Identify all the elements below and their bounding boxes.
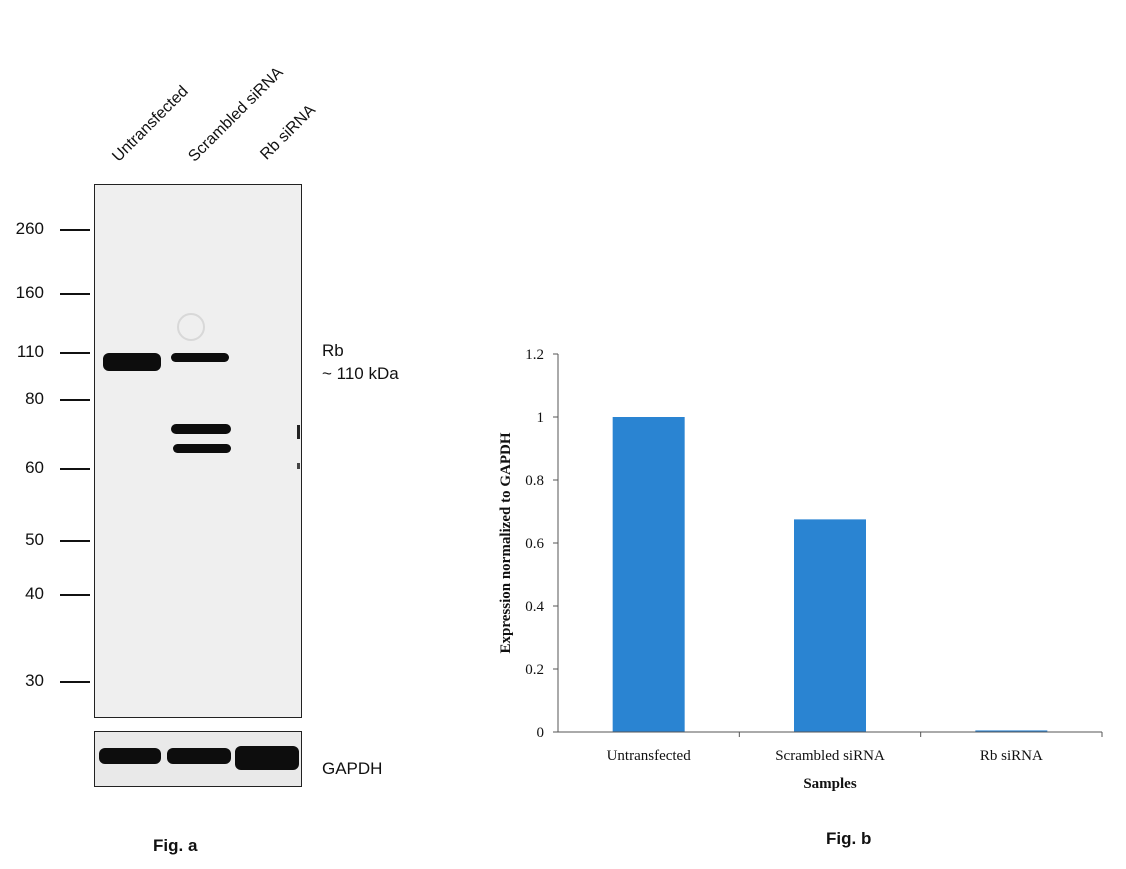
mw-marker-label: 40 — [25, 584, 44, 603]
mw-marker: 30 — [0, 671, 92, 691]
mw-marker: 260 — [0, 219, 92, 239]
rb-blot-image — [94, 184, 302, 718]
bar-untransfected — [612, 417, 685, 732]
fig-b-caption: Fig. b — [826, 829, 872, 848]
y-tick-label: 1 — [537, 410, 545, 426]
bar-rb-sirna — [975, 730, 1048, 732]
x-category-label: Untransfected — [607, 748, 692, 764]
blot-artifact-ring — [177, 313, 205, 341]
y-tick-label: 0.6 — [525, 536, 544, 552]
x-category-label: Scrambled siRNA — [775, 748, 885, 764]
mw-marker: 50 — [0, 530, 92, 550]
blot-edge-mark — [297, 425, 300, 439]
x-axis-ticks: Untransfected Scrambled siRNA Rb siRNA — [607, 732, 1103, 764]
y-tick-label: 0.8 — [525, 473, 544, 489]
mw-marker-tick — [60, 594, 90, 596]
y-tick-label: 1.2 — [525, 347, 544, 363]
y-axis-title: Expression normalized to GAPDH — [498, 432, 514, 653]
mw-marker-label: 260 — [15, 219, 44, 238]
gapdh-band-scrambled-sirna — [167, 748, 231, 764]
gapdh-band-rb-sirna — [235, 746, 299, 770]
rb-band-scrambled-sirna — [171, 353, 229, 362]
mw-marker-tick — [60, 229, 90, 231]
mw-marker: 110 — [0, 342, 92, 362]
blot-edge-mark — [297, 463, 300, 469]
mw-marker: 80 — [0, 389, 92, 409]
mw-marker-label: 50 — [25, 530, 44, 549]
loading-control-label: GAPDH — [322, 759, 383, 778]
mw-marker-label: 110 — [16, 342, 44, 361]
rb-band-untransfected — [103, 353, 161, 371]
bar-scrambled-sirna — [794, 519, 866, 732]
mw-marker-label: 30 — [25, 671, 44, 690]
mw-marker-tick — [60, 540, 90, 542]
target-size-label: ~ 110 kDa — [322, 364, 399, 383]
x-axis-title: Samples — [803, 776, 857, 792]
mw-marker-tick — [60, 399, 90, 401]
mw-marker: 60 — [0, 458, 92, 478]
mw-marker-tick — [60, 352, 90, 354]
mw-marker-tick — [60, 681, 90, 683]
degradation-band-lower — [173, 444, 231, 453]
mw-marker: 40 — [0, 584, 92, 604]
mw-marker-tick — [60, 293, 90, 295]
mw-marker-label: 80 — [25, 389, 44, 408]
y-tick-label: 0.4 — [525, 599, 544, 615]
gapdh-band-untransfected — [99, 748, 161, 764]
fig-a-caption: Fig. a — [153, 836, 198, 855]
y-tick-label: 0 — [537, 725, 545, 741]
x-category-label: Rb siRNA — [980, 748, 1043, 764]
mw-marker-tick — [60, 468, 90, 470]
bars — [612, 417, 1048, 732]
gapdh-blot-image — [94, 731, 302, 787]
degradation-band-upper — [171, 424, 231, 434]
y-axis-ticks: 0 0.2 0.4 0.6 0.8 1 1.2 — [525, 347, 558, 741]
mw-marker-label: 160 — [15, 283, 44, 302]
mw-marker: 160 — [0, 283, 92, 303]
y-tick-label: 0.2 — [525, 662, 544, 678]
target-protein-label: Rb — [322, 341, 344, 360]
mw-marker-label: 60 — [25, 458, 44, 477]
